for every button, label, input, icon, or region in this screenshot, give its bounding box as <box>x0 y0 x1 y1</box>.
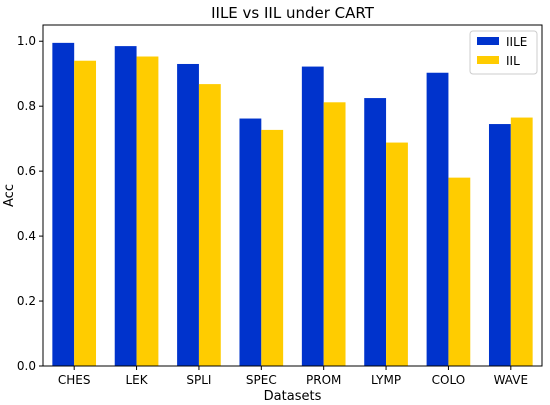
bar-iile-lek <box>114 46 137 366</box>
legend-swatch-iile <box>477 37 499 45</box>
bar-iil-lymp <box>386 142 408 366</box>
bar-iil-ches <box>74 60 97 366</box>
bar-iil-wave <box>510 117 533 366</box>
legend-label-iil: IIL <box>506 54 520 68</box>
x-tick-label-spli: SPLI <box>186 373 211 387</box>
x-tick-label-wave: WAVE <box>494 373 528 387</box>
x-tick-label-lek: LEK <box>125 373 148 387</box>
x-tick-label-colo: COLO <box>432 373 466 387</box>
x-axis-label: Datasets <box>264 389 322 404</box>
bar-iile-colo <box>426 72 449 367</box>
bars-layer <box>52 42 533 367</box>
bar-iil-lek <box>136 56 159 367</box>
bar-iil-prom <box>323 102 346 366</box>
x-tick-label-lymp: LYMP <box>371 373 401 387</box>
legend: IILE IIL <box>469 30 538 75</box>
bar-iil-colo <box>448 177 471 366</box>
bar-iil-spli <box>198 84 221 367</box>
y-tick-label: 0.8 <box>17 99 36 113</box>
y-tick-label: 0.2 <box>17 294 36 308</box>
y-tick-label: 0.6 <box>17 164 36 178</box>
bar-iile-ches <box>52 42 75 366</box>
chart-title: IILE vs IIL under CART <box>211 4 375 22</box>
x-tick-label-spec: SPEC <box>246 373 277 387</box>
y-tick-label: 0.0 <box>17 359 36 373</box>
y-tick-label: 1.0 <box>17 34 36 48</box>
bar-iile-lymp <box>364 98 387 367</box>
x-tick-label-prom: PROM <box>306 373 341 387</box>
axes-layer: 0.0 0.2 0.4 0.6 0.8 1.0 CHES LEK SPLI SPEC PROM LYM… <box>17 24 543 387</box>
legend-swatch-iil <box>477 56 499 64</box>
bar-iile-spec <box>239 118 262 366</box>
x-tick-label-ches: CHES <box>58 373 91 387</box>
bar-iil-spec <box>261 129 284 366</box>
bar-iile-prom <box>301 66 324 367</box>
plot-frame <box>42 24 543 367</box>
y-axis-label: Acc <box>2 184 17 207</box>
bar-iile-wave <box>488 124 511 366</box>
legend-label-iile: IILE <box>506 35 527 49</box>
bar-iile-spli <box>177 63 199 366</box>
y-tick-label: 0.4 <box>17 229 36 243</box>
